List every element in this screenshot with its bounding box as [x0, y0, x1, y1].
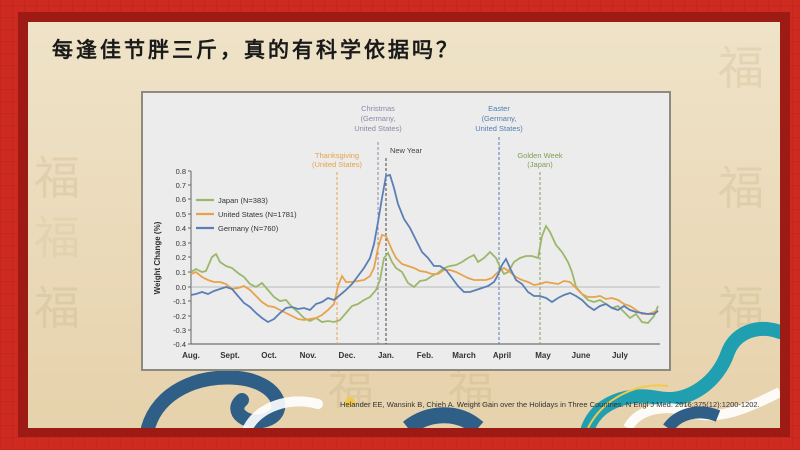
- golden-week-label: Golden Week: [517, 151, 563, 160]
- svg-text:-0.3: -0.3: [173, 326, 186, 335]
- svg-text:Aug.: Aug.: [182, 351, 200, 360]
- new-year-label: New Year: [390, 146, 423, 155]
- chart-legend: Japan (N=383) United States (N=1781) Ger…: [196, 196, 297, 233]
- svg-text:Nov.: Nov.: [300, 351, 317, 360]
- svg-text:0.8: 0.8: [176, 167, 186, 176]
- y-axis-label: Weight Change (%): [153, 221, 162, 294]
- background-fu-char: 福: [718, 41, 764, 95]
- citation-text: Helander EE, Wansink B, Chieh A. Weight …: [340, 400, 760, 409]
- legend-us: United States (N=1781): [218, 210, 297, 219]
- svg-text:April: April: [493, 351, 511, 360]
- svg-text:March: March: [452, 351, 476, 360]
- svg-text:May: May: [535, 351, 551, 360]
- svg-text:Oct.: Oct.: [261, 351, 277, 360]
- legend-germany: Germany (N=760): [218, 224, 279, 233]
- svg-text:0.3: 0.3: [176, 239, 186, 248]
- x-tick-labels: Aug. Sept. Oct. Nov. Dec. Jan. Feb. Marc…: [182, 351, 628, 360]
- weight-change-chart: 0.8 0.7 0.6 0.5 0.4 0.3 0.2 0.1 0.0 -0.1…: [153, 104, 660, 360]
- chart-card: 0.8 0.7 0.6 0.5 0.4 0.3 0.2 0.1 0.0 -0.1…: [141, 91, 671, 371]
- svg-text:0.2: 0.2: [176, 253, 186, 262]
- thanksgiving-sublabel: (United States): [312, 160, 363, 169]
- svg-text:0.7: 0.7: [176, 181, 186, 190]
- svg-text:June: June: [572, 351, 591, 360]
- background-fu-char: 福: [34, 281, 80, 335]
- svg-text:Sept.: Sept.: [220, 351, 240, 360]
- svg-text:0.4: 0.4: [176, 224, 186, 233]
- svg-text:Feb.: Feb.: [417, 351, 433, 360]
- background-fu-char: 福: [34, 151, 80, 205]
- christmas-label: Christmas: [361, 104, 395, 113]
- y-tick-labels: 0.8 0.7 0.6 0.5 0.4 0.3 0.2 0.1 0.0 -0.1…: [173, 167, 191, 349]
- svg-text:-0.2: -0.2: [173, 312, 186, 321]
- background-fu-char: 福: [34, 211, 80, 265]
- svg-text:0.6: 0.6: [176, 195, 186, 204]
- svg-text:-0.1: -0.1: [173, 297, 186, 306]
- japan-series: [190, 224, 659, 324]
- germany-series: [190, 173, 659, 324]
- background-fu-char: 福: [718, 161, 764, 215]
- svg-text:(Japan): (Japan): [527, 160, 553, 169]
- united-states-series: [190, 233, 659, 321]
- svg-text:Jan.: Jan.: [378, 351, 394, 360]
- svg-text:July: July: [612, 351, 629, 360]
- thanksgiving-label: Thanksgiving: [315, 151, 359, 160]
- svg-text:(Germany,: (Germany,: [482, 114, 517, 123]
- svg-text:(Germany,: (Germany,: [361, 114, 396, 123]
- slide-title: 每逢佳节胖三斤，真的有科学依据吗？: [52, 37, 460, 62]
- svg-text:0.1: 0.1: [176, 268, 186, 277]
- svg-text:Dec.: Dec.: [339, 351, 356, 360]
- legend-japan: Japan (N=383): [218, 196, 268, 205]
- svg-text:United States): United States): [354, 124, 402, 133]
- svg-text:0.5: 0.5: [176, 210, 186, 219]
- wave-decoration: [141, 321, 780, 428]
- svg-text:United States): United States): [475, 124, 523, 133]
- easter-label: Easter: [488, 104, 510, 113]
- svg-text:-0.4: -0.4: [173, 340, 186, 349]
- svg-text:0.0: 0.0: [176, 283, 186, 292]
